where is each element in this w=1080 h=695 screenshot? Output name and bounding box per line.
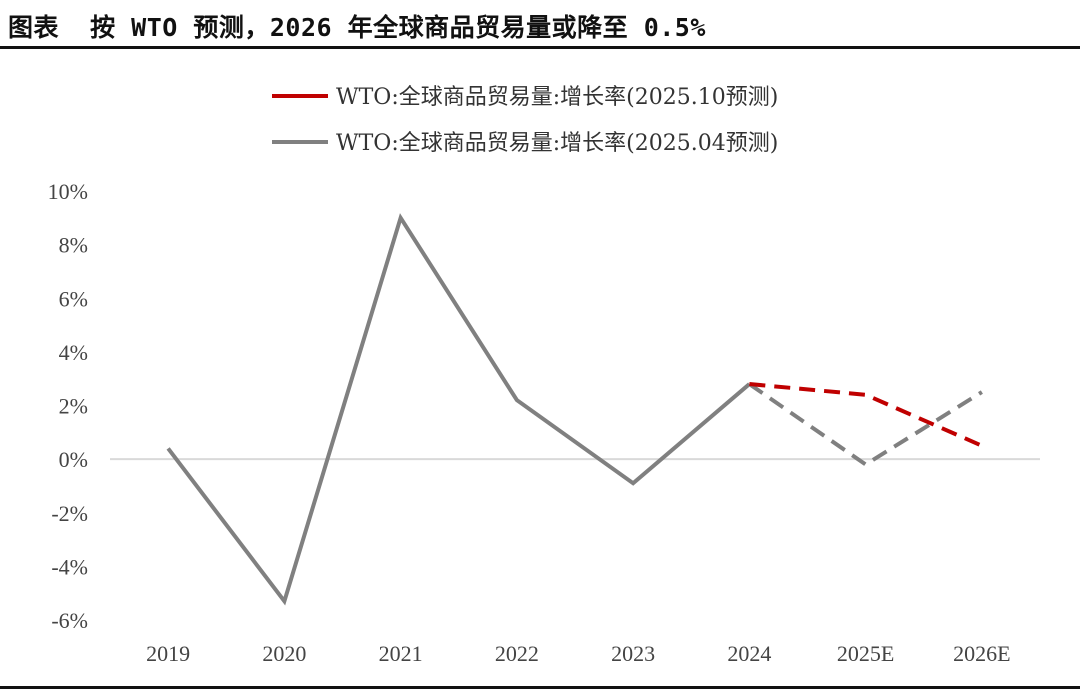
- x-tick-label: 2023: [611, 641, 655, 666]
- figure-prefix: 图表: [8, 13, 60, 42]
- data-point: [747, 382, 751, 386]
- x-tick-label: 2024: [727, 641, 771, 666]
- y-tick-label: 0%: [59, 447, 88, 472]
- series-line-dashed: [748, 382, 983, 467]
- data-point: [166, 446, 170, 450]
- x-tick-label: 2026E: [953, 641, 1010, 666]
- data-point: [864, 393, 868, 397]
- legend-label: WTO:全球商品贸易量:增长率(2025.10预测): [336, 85, 778, 110]
- y-tick-label: -6%: [51, 608, 88, 633]
- bottom-rule: [0, 686, 1080, 689]
- y-tick-label: 10%: [48, 179, 88, 204]
- y-tick-label: 4%: [59, 340, 88, 365]
- y-tick-label: 2%: [59, 394, 88, 419]
- figure-header: 图表 按 WTO 预测，2026 年全球商品贸易量或降至 0.5%: [0, 0, 1080, 49]
- x-tick-label: 2025E: [837, 641, 894, 666]
- x-tick-label: 2019: [146, 641, 190, 666]
- y-tick-label: -2%: [51, 501, 88, 526]
- data-point: [515, 398, 519, 402]
- data-point: [399, 216, 403, 220]
- x-tick-label: 2020: [262, 641, 306, 666]
- series-line-solid: [166, 213, 751, 606]
- y-tick-label: -4%: [51, 554, 88, 579]
- data-point: [980, 444, 984, 448]
- x-tick-label: 2021: [379, 641, 423, 666]
- y-tick-label: 6%: [59, 286, 88, 311]
- data-point: [980, 390, 984, 394]
- figure-title: 图表 按 WTO 预测，2026 年全球商品贸易量或降至 0.5%: [8, 8, 706, 44]
- series-line-dashed: [749, 382, 983, 448]
- legend-label: WTO:全球商品贸易量:增长率(2025.04预测): [336, 131, 778, 156]
- data-point: [282, 599, 286, 603]
- figure-title-text: 按 WTO 预测，2026 年全球商品贸易量或降至 0.5%: [90, 13, 706, 42]
- y-tick-label: 8%: [59, 233, 88, 258]
- x-tick-label: 2022: [495, 641, 539, 666]
- data-point: [631, 481, 635, 485]
- data-point: [864, 462, 868, 466]
- header-rule: [0, 46, 1080, 49]
